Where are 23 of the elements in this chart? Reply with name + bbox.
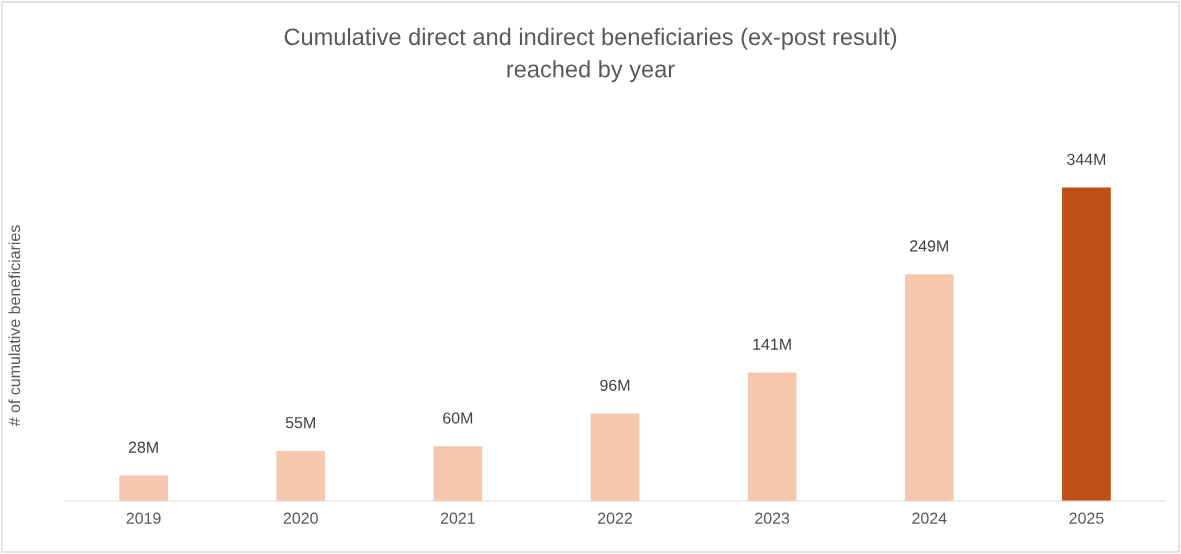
data-label: 96M: [600, 379, 630, 391]
y-axis-title: # of cumulative beneficiaries: [8, 225, 21, 427]
data-label: 60M: [443, 412, 473, 424]
x-tick-label: 2019: [126, 512, 161, 524]
x-tick-label: 2020: [283, 512, 318, 524]
bar: [433, 446, 483, 501]
x-tick-label: 2024: [912, 512, 947, 524]
x-tick-label: 2021: [440, 512, 475, 524]
data-label: 141M: [753, 338, 791, 350]
bar: [1062, 187, 1111, 501]
data-label: 344M: [1067, 153, 1106, 166]
bar: [119, 475, 168, 501]
bar: [590, 413, 640, 501]
x-tick-label: 2025: [1069, 512, 1104, 524]
data-label: 28M: [128, 441, 158, 453]
bar: [747, 372, 797, 501]
chart-title: Cumulative direct and indirect beneficiaries (ex-post result) reached by year: [284, 27, 897, 83]
x-tick-label: 2022: [598, 512, 632, 524]
bar: [904, 274, 954, 501]
data-label: 55M: [285, 417, 315, 429]
x-tick-label: 2023: [755, 512, 790, 524]
data-label: 249M: [910, 240, 948, 252]
bar: [276, 450, 326, 501]
